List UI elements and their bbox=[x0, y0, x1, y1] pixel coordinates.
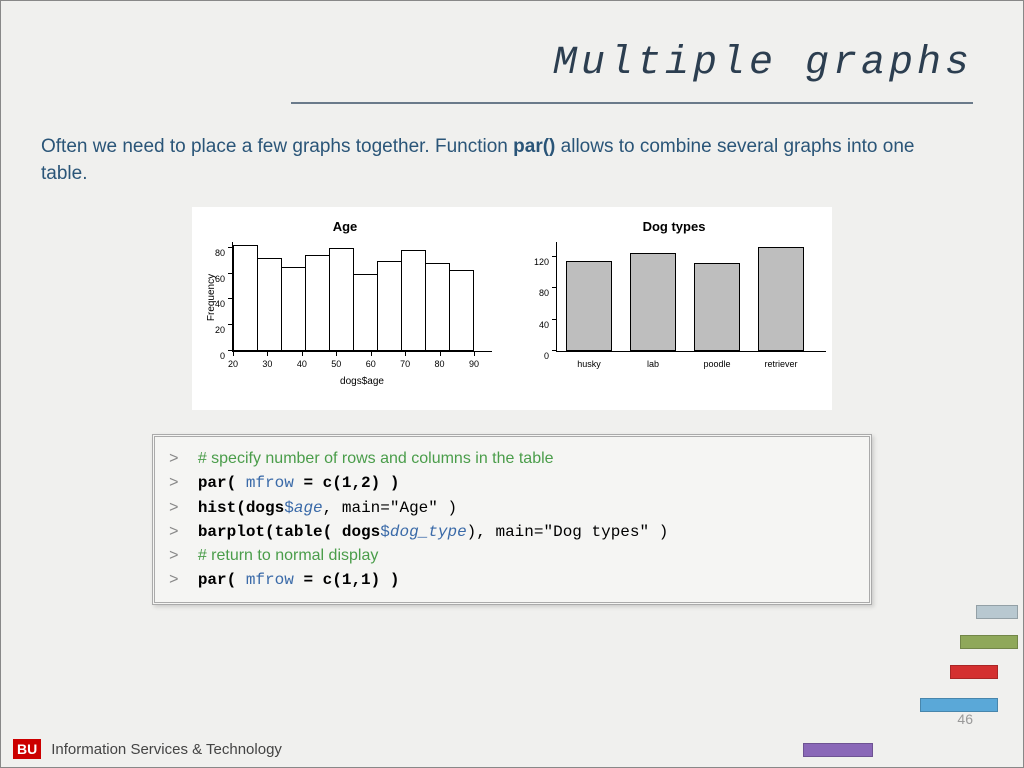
ytick-mark bbox=[228, 324, 233, 325]
xtick-label: poodle bbox=[703, 351, 730, 369]
xtick-mark bbox=[233, 351, 234, 356]
code-line-1: > # specify number of rows and columns i… bbox=[169, 447, 855, 471]
page-number: 46 bbox=[957, 711, 973, 727]
title-underline bbox=[291, 102, 973, 104]
code-line-2: > par( mfrow = c(1,2) ) bbox=[169, 471, 855, 495]
ytick-label: 80 bbox=[215, 248, 233, 258]
xtick-label: husky bbox=[577, 351, 601, 369]
xtick-label: retriever bbox=[764, 351, 797, 369]
chart-age-bars: 0204060802030405060708090 bbox=[232, 242, 492, 352]
hist-bar bbox=[377, 261, 402, 352]
footer: BU Information Services & Technology bbox=[13, 739, 282, 759]
hist-bar bbox=[449, 270, 474, 352]
ytick-label: 40 bbox=[215, 299, 233, 309]
bar bbox=[694, 263, 740, 351]
chart-age-xlabel: dogs$age bbox=[232, 376, 492, 387]
hist-bar bbox=[329, 248, 354, 352]
code-block: > # specify number of rows and columns i… bbox=[152, 434, 872, 605]
code-line-6: > par( mfrow = c(1,1) ) bbox=[169, 568, 855, 592]
xtick-mark bbox=[474, 351, 475, 356]
hist-bar bbox=[353, 274, 378, 352]
ytick-label: 40 bbox=[539, 320, 557, 330]
ytick-label: 60 bbox=[215, 274, 233, 284]
ytick-mark bbox=[552, 256, 557, 257]
ytick-label: 20 bbox=[215, 325, 233, 335]
hist-bar bbox=[257, 258, 282, 351]
xtick-mark bbox=[302, 351, 303, 356]
footer-text: Information Services & Technology bbox=[51, 741, 282, 758]
ytick-label: 80 bbox=[539, 288, 557, 298]
code-line-4: > barplot(table( dogs$dog_type), main="D… bbox=[169, 520, 855, 544]
chart-dogtypes-title: Dog types bbox=[522, 219, 826, 234]
chart-dogtypes-bars: huskylabpoodleretriever04080120 bbox=[556, 242, 826, 352]
xtick-mark bbox=[371, 351, 372, 356]
deco-bar bbox=[976, 605, 1018, 619]
bar bbox=[758, 247, 804, 351]
xtick-mark bbox=[440, 351, 441, 356]
slide-title: Multiple graphs bbox=[1, 41, 973, 86]
bar bbox=[630, 253, 676, 351]
desc-prefix: Often we need to place a few graphs toge… bbox=[41, 136, 513, 157]
deco-bar bbox=[920, 698, 998, 712]
code-line-5: > # return to normal display bbox=[169, 544, 855, 568]
xtick-label: lab bbox=[647, 351, 659, 369]
xtick-mark bbox=[405, 351, 406, 356]
xtick-mark bbox=[267, 351, 268, 356]
desc-bold: par() bbox=[513, 136, 555, 157]
ytick-label: 120 bbox=[534, 257, 557, 267]
hist-bar bbox=[401, 250, 426, 351]
slide-description: Often we need to place a few graphs toge… bbox=[41, 134, 963, 187]
hist-bar bbox=[233, 245, 258, 351]
ytick-mark bbox=[228, 247, 233, 248]
xtick-mark bbox=[336, 351, 337, 356]
hist-bar bbox=[281, 267, 306, 351]
ytick-mark bbox=[228, 298, 233, 299]
ytick-label: 0 bbox=[544, 351, 557, 361]
code-line-3: > hist(dogs$age, main="Age" ) bbox=[169, 496, 855, 520]
chart-age: Age Frequency 0204060802030405060708090 … bbox=[198, 219, 492, 400]
chart-dogtypes: Dog types huskylabpoodleretriever0408012… bbox=[522, 219, 826, 400]
bu-logo: BU bbox=[13, 739, 41, 759]
deco-bar bbox=[950, 665, 998, 679]
bar bbox=[566, 261, 612, 351]
hist-bar bbox=[305, 255, 330, 351]
chart-age-title: Age bbox=[198, 219, 492, 234]
deco-bar bbox=[960, 635, 1018, 649]
decorative-bars bbox=[773, 597, 1023, 767]
charts-panel: Age Frequency 0204060802030405060708090 … bbox=[192, 207, 832, 410]
deco-bar bbox=[803, 743, 873, 757]
ytick-mark bbox=[552, 287, 557, 288]
ytick-mark bbox=[228, 273, 233, 274]
ytick-mark bbox=[552, 350, 557, 351]
ytick-mark bbox=[552, 319, 557, 320]
hist-bar bbox=[425, 263, 450, 351]
chart-dogtypes-xspacer bbox=[556, 376, 826, 400]
